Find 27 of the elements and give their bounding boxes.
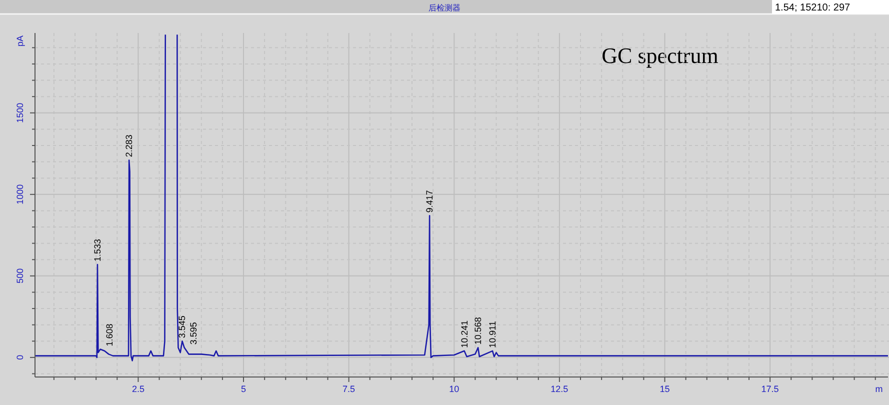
y-tick-label: 500 xyxy=(15,268,25,284)
x-tick-label: 10 xyxy=(449,384,460,394)
annotation: 2.283 xyxy=(124,134,134,158)
x-axis-title: m xyxy=(875,384,883,394)
annotation: 10.241 xyxy=(459,320,470,348)
annotation: 10.568 xyxy=(473,317,484,345)
x-tick-label: 7.5 xyxy=(342,384,356,394)
x-tick-label: 17.5 xyxy=(761,384,779,394)
x-tick-label: 12.5 xyxy=(550,384,568,394)
text: 1.54; 15210: 297 xyxy=(775,2,851,14)
annotation: 1.608 xyxy=(104,324,115,346)
annotation: 9.417 xyxy=(424,190,435,213)
line-series xyxy=(35,34,166,362)
y-tick-label: 0 xyxy=(15,354,25,360)
line-series xyxy=(176,34,889,358)
y-axis-title: pA xyxy=(15,35,25,47)
y-tick-label: 1500 xyxy=(15,102,25,123)
annotation: 3.545 xyxy=(177,316,188,338)
chart-title: 后检测器 xyxy=(428,4,460,12)
annotation: 3.595 xyxy=(188,322,198,345)
annotation: 10.911 xyxy=(488,321,498,348)
x-tick-label: 5 xyxy=(241,384,246,394)
annotation: 1.533 xyxy=(92,238,102,262)
y-tick-label: 1000 xyxy=(15,184,25,204)
x-tick-label: 2.5 xyxy=(132,384,144,394)
annotation: GC spectrum xyxy=(602,43,718,68)
x-tick-label: 15 xyxy=(660,384,670,394)
